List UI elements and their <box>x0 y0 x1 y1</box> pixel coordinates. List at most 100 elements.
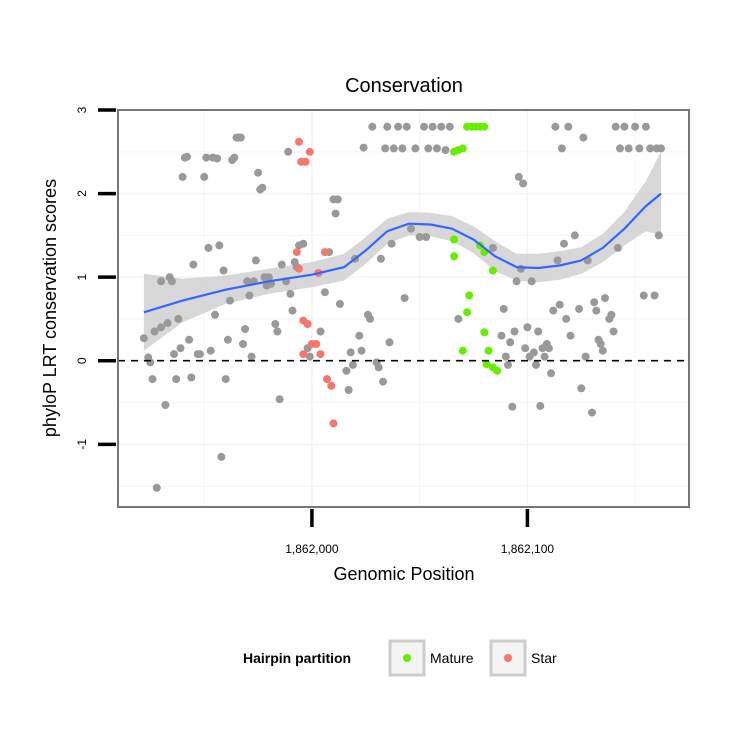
point-other <box>394 122 403 131</box>
y-axis: -1 0 1 2 3 <box>75 106 116 450</box>
point-other <box>316 327 325 336</box>
point-other <box>357 346 366 355</box>
point-other <box>445 122 454 131</box>
point-other <box>342 366 351 375</box>
point-other <box>432 144 441 153</box>
point-other <box>385 338 394 347</box>
point-star <box>299 350 308 359</box>
x-tick-label: 1,862,100 <box>501 542 555 556</box>
point-other <box>344 386 353 394</box>
y-tick-label: 2 <box>75 190 89 197</box>
x-tick-label: 1,862,000 <box>285 542 339 556</box>
point-other <box>387 239 396 248</box>
point-other <box>549 306 558 315</box>
smooth-line <box>143 192 662 314</box>
legend: Hairpin partition Mature Star <box>243 639 557 677</box>
point-other <box>501 352 510 361</box>
point-other <box>215 241 224 250</box>
point-star <box>323 375 331 384</box>
point-other <box>161 401 170 409</box>
point-other <box>555 300 564 309</box>
point-other <box>239 340 247 348</box>
y-tick-label: 1 <box>75 274 89 281</box>
point-other <box>379 377 387 386</box>
point-mature <box>465 291 474 300</box>
point-star <box>312 340 321 348</box>
point-other <box>601 294 609 303</box>
point-mature <box>488 266 497 275</box>
point-mature <box>458 144 467 153</box>
point-other <box>226 296 234 305</box>
point-other <box>415 233 424 241</box>
point-other <box>529 348 538 357</box>
point-other <box>609 327 618 336</box>
point-mature <box>482 360 491 369</box>
point-other <box>454 314 463 323</box>
point-star <box>305 147 314 156</box>
point-other <box>407 224 415 233</box>
point-other <box>613 243 622 252</box>
point-other <box>536 401 545 410</box>
point-other <box>532 360 540 369</box>
point-star <box>327 381 336 390</box>
point-other <box>273 327 282 336</box>
plot-border <box>117 109 690 508</box>
point-other <box>389 144 398 153</box>
point-other <box>428 122 437 131</box>
point-other <box>383 122 392 131</box>
point-other <box>206 346 215 355</box>
point-other <box>488 243 497 252</box>
point-other <box>189 260 198 269</box>
point-other <box>217 452 226 461</box>
point-other <box>557 144 566 153</box>
point-other <box>654 231 663 240</box>
point-other <box>422 233 431 241</box>
point-star <box>292 248 301 257</box>
point-other <box>581 352 590 361</box>
y-tick-label: 0 <box>75 357 89 364</box>
point-other <box>284 147 293 156</box>
point-other <box>590 298 599 307</box>
point-mature <box>463 308 472 317</box>
point-other <box>213 154 222 163</box>
legend-title: Hairpin partition <box>243 650 351 666</box>
point-other <box>299 239 308 248</box>
point-other <box>355 331 364 340</box>
point-other <box>236 133 245 142</box>
point-other <box>245 291 254 300</box>
point-other <box>650 291 659 300</box>
point-other <box>178 172 187 181</box>
point-other <box>560 239 568 248</box>
point-other <box>596 340 605 348</box>
point-other <box>639 291 648 300</box>
legend-label-star: Star <box>531 650 557 666</box>
point-other <box>223 335 232 344</box>
point-other <box>527 277 536 286</box>
scatter-points <box>139 122 665 492</box>
chart-title: Conservation <box>345 75 463 97</box>
point-other <box>521 344 530 353</box>
point-other <box>264 273 273 282</box>
point-mature <box>450 252 459 261</box>
point-other <box>286 289 295 298</box>
point-other <box>411 144 420 153</box>
point-other <box>508 402 517 411</box>
point-other <box>230 153 239 162</box>
point-other <box>577 384 586 393</box>
legend-label-mature: Mature <box>430 650 474 666</box>
point-other <box>170 350 178 359</box>
point-other <box>335 299 344 308</box>
point-star <box>320 248 329 257</box>
point-other <box>657 144 665 153</box>
point-other <box>607 310 616 319</box>
point-other <box>570 231 579 240</box>
point-other <box>631 122 640 131</box>
point-other <box>646 144 655 153</box>
point-star <box>295 264 303 273</box>
point-other <box>167 277 176 286</box>
point-mature <box>493 366 502 375</box>
point-other <box>523 323 532 332</box>
point-other <box>211 310 219 319</box>
point-other <box>420 122 428 131</box>
point-other <box>641 122 650 131</box>
